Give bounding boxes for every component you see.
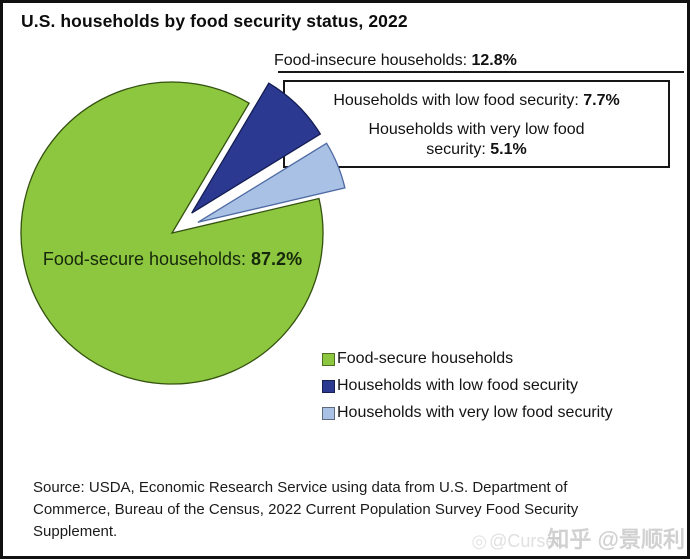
legend-item-very-low-food-security: Households with very low food security (322, 404, 613, 422)
legend: Food-secure households Households with l… (322, 350, 613, 431)
source-line-2: Commerce, Bureau of the Census, 2022 Cur… (33, 501, 579, 518)
very-low-food-security-text: Households with very low food security: (368, 121, 585, 158)
legend-label-food-secure: Food-secure households (337, 350, 514, 367)
legend-swatch-very-low-food-security (322, 406, 335, 420)
very-low-food-security-value: 5.1% (490, 141, 527, 158)
legend-item-low-food-security: Households with low food security (322, 377, 613, 395)
food-secure-label-text: Food-secure households: (42, 249, 252, 269)
food-secure-label-value: 87.2% (251, 249, 303, 269)
food-insecure-label-value: 12.8% (471, 52, 517, 69)
weibo-eye-icon: ◎ (471, 531, 488, 551)
food-insecure-callout-label: Food-insecure households: 12.8% (274, 52, 517, 70)
low-food-security-text: Households with low food security: (333, 92, 584, 109)
source-line-3: Supplement. (33, 523, 118, 540)
watermark-main-text: 知乎 @景顺利 (547, 527, 685, 552)
legend-label-very-low-food-security: Households with very low food security (337, 404, 613, 421)
legend-swatch-food-secure (322, 352, 335, 366)
callout-underline (278, 71, 684, 73)
watermark-faint-text: @Curser (489, 531, 562, 551)
low-food-security-line: Households with low food security: 7.7% (285, 91, 668, 111)
pie-slice-food-secure (20, 81, 324, 385)
legend-label-low-food-security: Households with low food security (337, 377, 579, 394)
watermark: ◎ @Curser 知乎 @景顺利 (471, 522, 685, 554)
source-note: Source: USDA, Economic Research Service … (33, 477, 673, 543)
chart-title: U.S. households by food security status,… (21, 11, 408, 31)
low-food-security-value: 7.7% (583, 92, 620, 109)
legend-item-food-secure: Food-secure households (322, 350, 613, 368)
source-line-1: Source: USDA, Economic Research Service … (33, 479, 568, 496)
legend-swatch-low-food-security (322, 379, 335, 393)
very-low-food-security-line: Households with very low food security: … (346, 120, 608, 160)
food-insecure-label-text: Food-insecure households: (274, 52, 472, 69)
food-insecure-callout-box: Households with low food security: 7.7% … (283, 80, 670, 168)
food-secure-slice-label: Food-secure households: 87.2% (22, 249, 323, 270)
